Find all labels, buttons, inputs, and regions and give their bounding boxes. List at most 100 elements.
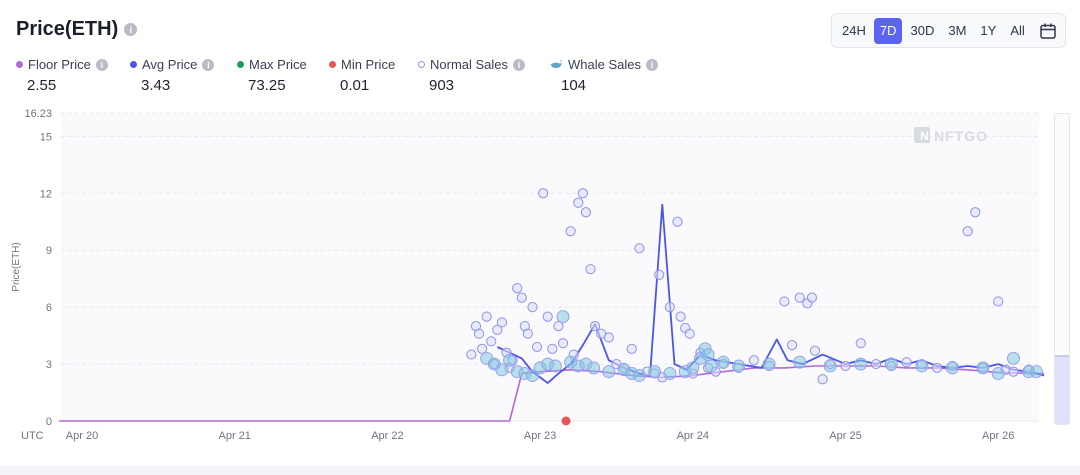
range-all-button[interactable]: All [1004, 18, 1030, 44]
normal-sale-point [577, 188, 588, 199]
normal-sale-point [794, 292, 805, 303]
y-axis-label: Price(ETH) [11, 242, 22, 291]
normal-sale-point [786, 339, 798, 351]
normal-sale-point [962, 226, 973, 237]
normal-sale-point [476, 343, 488, 354]
stat-normal-sales[interactable]: Normal Sales i 903 [418, 57, 526, 94]
price-chart[interactable]: 0 3 6 9 12 15 16.23 Price(ETH) UTC Apr 20 Apr 21 A… [0, 100, 1052, 446]
y-tick-label: 15 [40, 131, 52, 143]
calendar-icon[interactable] [1037, 20, 1059, 42]
range-30d-button[interactable]: 30D [904, 18, 940, 44]
normal-sales-ring-icon [418, 61, 425, 68]
x-tick-label: Apr 25 [829, 430, 861, 442]
whale-sales-points [480, 310, 1043, 382]
normal-sale-point [654, 269, 665, 280]
stat-label: Whale Sales [568, 57, 641, 72]
stat-value: 73.25 [248, 77, 286, 94]
whale-sale-point [648, 365, 662, 379]
whale-sale-point [1029, 365, 1043, 379]
normal-sale-point [634, 243, 645, 254]
whale-sale-point [716, 355, 730, 369]
normal-sale-point [496, 317, 508, 328]
normal-sale-point [516, 292, 527, 303]
stat-label: Avg Price [142, 57, 198, 72]
stat-avg-price[interactable]: Avg Price i 3.43 [130, 57, 215, 94]
stat-value: 3.43 [141, 77, 171, 94]
range-1y-button[interactable]: 1Y [974, 18, 1002, 44]
info-icon[interactable]: i [513, 58, 526, 71]
max-price-dot [237, 61, 244, 68]
x-tick-label: Apr 21 [218, 430, 250, 442]
normal-sale-point [993, 296, 1004, 307]
stat-whale-sales[interactable]: Whale Sales i 104 [550, 57, 658, 94]
whale-sale-point [602, 365, 616, 379]
y-tick-label: 6 [46, 302, 52, 314]
stat-max-price[interactable]: Max Price 73.25 [237, 57, 307, 94]
info-icon[interactable]: i [95, 58, 108, 71]
normal-sale-point [870, 358, 882, 370]
normal-sale-point [538, 188, 549, 199]
normal-sale-point [603, 332, 614, 343]
whale-sale-point [1006, 351, 1020, 365]
y-tick-label: 9 [46, 245, 52, 257]
whale-sale-point [548, 359, 562, 373]
whale-sale-point [556, 310, 570, 324]
y-tick-label: 12 [40, 188, 52, 200]
zoom-slider-handle[interactable] [1055, 355, 1069, 424]
normal-sale-point [840, 360, 851, 372]
x-tick-label: Apr 26 [982, 430, 1014, 442]
stat-label: Max Price [249, 57, 307, 72]
normal-sale-point [473, 328, 485, 339]
normal-sale-point [809, 345, 821, 356]
normal-sale-point [542, 311, 553, 322]
x-unit-label: UTC [21, 430, 44, 442]
range-3m-button[interactable]: 3M [942, 18, 972, 44]
y-tick-label: 0 [46, 416, 52, 428]
normal-sale-point [481, 311, 492, 322]
range-7d-button[interactable]: 7D [873, 17, 903, 44]
normal-sale-point [806, 292, 818, 303]
avg-price-dot [130, 61, 137, 68]
normal-sales-points [466, 188, 1034, 385]
whale-sale-point [704, 359, 718, 373]
normal-sale-point [486, 336, 497, 347]
whale-sale-point [884, 357, 898, 371]
stat-min-price[interactable]: Min Price 0.01 [329, 57, 395, 94]
whale-sale-point [915, 359, 929, 373]
nftgo-watermark: N NFTGO [914, 127, 988, 144]
stat-label: Normal Sales [430, 57, 509, 72]
stat-floor-price[interactable]: Floor Price i 2.55 [16, 57, 108, 94]
whale-sale-point [587, 361, 601, 375]
normal-sale-point [684, 328, 695, 339]
time-range-selector: 24H 7D 30D 3M 1Y All [831, 13, 1066, 48]
info-icon[interactable]: i [645, 58, 658, 71]
whale-sale-point [976, 361, 990, 375]
watermark-text: NFTGO [934, 128, 988, 144]
min-price-marker [561, 416, 571, 426]
normal-sale-point [817, 374, 828, 385]
whale-sale-point [663, 367, 677, 381]
whale-sale-point [854, 357, 868, 371]
normal-sale-point [901, 357, 912, 368]
whale-sale-point [701, 348, 715, 362]
normal-sale-point [664, 302, 675, 313]
floor-price-dot [16, 61, 23, 68]
whale-sale-point [686, 361, 700, 375]
normal-sale-point [855, 338, 866, 349]
x-tick-label: Apr 23 [524, 430, 556, 442]
normal-sale-point [585, 264, 596, 275]
x-tick-label: Apr 22 [371, 430, 403, 442]
stat-label: Min Price [341, 57, 396, 72]
plot-area [61, 113, 1039, 421]
normal-sale-point [466, 349, 477, 360]
normal-sale-point [626, 343, 637, 354]
whale-sale-point [495, 363, 509, 377]
x-axis: UTC Apr 20 Apr 21 Apr 22 Apr 23 Apr 24 Apr 25 A… [21, 430, 1014, 442]
vertical-zoom-slider[interactable] [1054, 113, 1070, 425]
info-icon[interactable]: i [202, 58, 215, 71]
normal-sale-point [672, 216, 683, 227]
range-24h-button[interactable]: 24H [836, 18, 872, 44]
normal-sale-point [573, 197, 584, 208]
info-icon[interactable]: i [124, 23, 138, 36]
stat-value: 0.01 [340, 77, 370, 94]
